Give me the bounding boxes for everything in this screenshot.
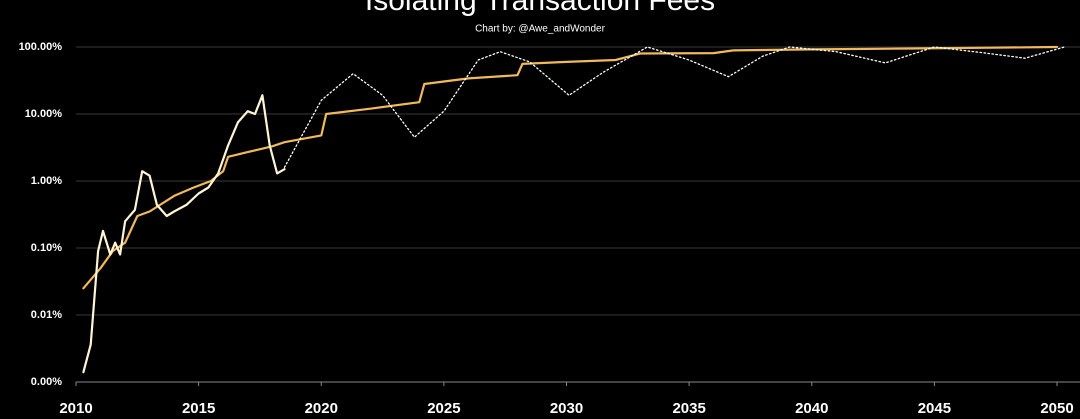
x-tick-label: 2025 bbox=[427, 400, 460, 417]
y-tick-label: 1.00% bbox=[31, 175, 62, 187]
data-line bbox=[82, 94, 286, 374]
x-tick-label: 2010 bbox=[59, 400, 92, 417]
x-tick-label: 2035 bbox=[672, 400, 705, 417]
x-tick-label: 2030 bbox=[550, 400, 583, 417]
x-tick-label: 2050 bbox=[1040, 400, 1073, 417]
y-tick-label: 10.00% bbox=[25, 108, 63, 120]
y-tick-label: 0.00% bbox=[31, 376, 62, 388]
y-tick-label: 0.01% bbox=[31, 309, 62, 321]
x-tick-label: 2040 bbox=[795, 400, 828, 417]
chart-subtitle: Chart by: @Awe_andWonder bbox=[475, 24, 606, 35]
data-line bbox=[283, 46, 1066, 168]
x-tick-label: 2015 bbox=[182, 400, 215, 417]
y-tick-label: 100.00% bbox=[19, 41, 63, 53]
y-tick-label: 0.10% bbox=[31, 242, 62, 254]
data-line bbox=[82, 45, 1059, 290]
x-tick-label: 2045 bbox=[918, 400, 951, 417]
chart-title: Isolating Transaction Fees bbox=[365, 0, 715, 17]
x-tick-label: 2020 bbox=[305, 400, 338, 417]
